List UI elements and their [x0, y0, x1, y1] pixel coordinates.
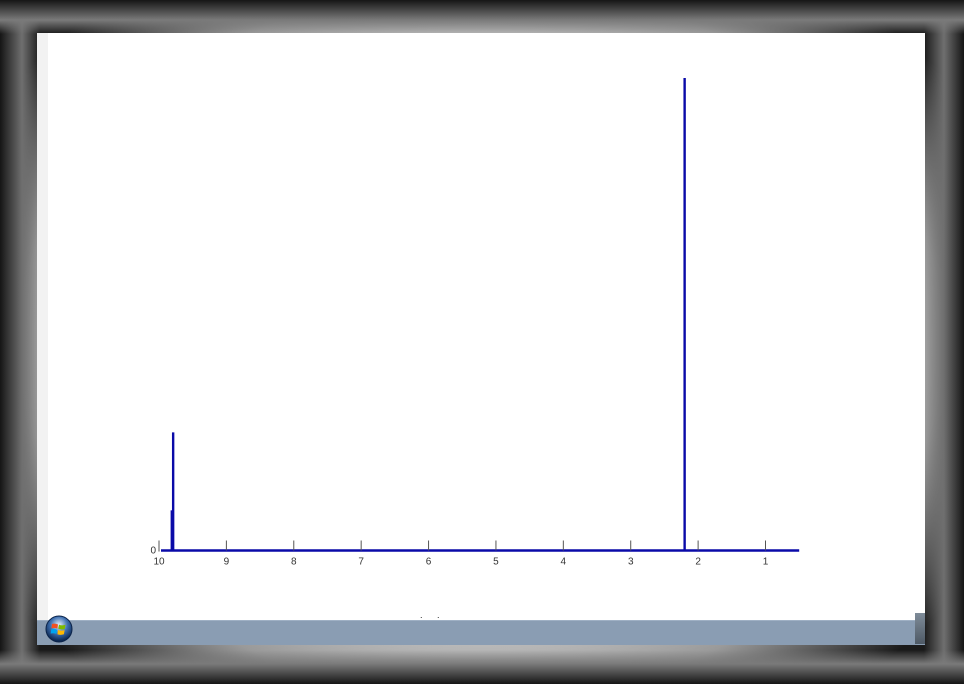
x-tick-label-6: 6	[426, 557, 432, 568]
nmr-spectrum-chart: 10 9 8 7 6 5 4 3 2 10	[150, 78, 800, 568]
desktop-left-strip	[37, 33, 48, 620]
x-tick-label-2: 2	[695, 557, 701, 568]
taskbar-center-text: . .	[420, 610, 446, 620]
screen: 10 9 8 7 6 5 4 3 2 1 0 . .	[37, 33, 925, 645]
windows-start-icon[interactable]	[42, 615, 76, 645]
chart-marks	[170, 78, 686, 551]
show-desktop-button[interactable]	[915, 613, 925, 644]
x-tick-label-7: 7	[358, 557, 364, 568]
x-tick-label-5: 5	[493, 557, 499, 568]
x-tick-label-10: 10	[153, 557, 165, 568]
x-tick-label-1: 1	[763, 557, 769, 568]
x-tick-label-4: 4	[561, 557, 567, 568]
x-tick-label-8: 8	[291, 557, 297, 568]
x-tick-label-3: 3	[628, 557, 634, 568]
taskbar	[37, 620, 925, 645]
x-tick-label-9: 9	[224, 557, 230, 568]
chart-tick-labels: 10 9 8 7 6 5 4 3 2 10	[150, 546, 768, 568]
y-tick-label-0: 0	[150, 546, 156, 557]
chart-axes	[158, 540, 800, 552]
